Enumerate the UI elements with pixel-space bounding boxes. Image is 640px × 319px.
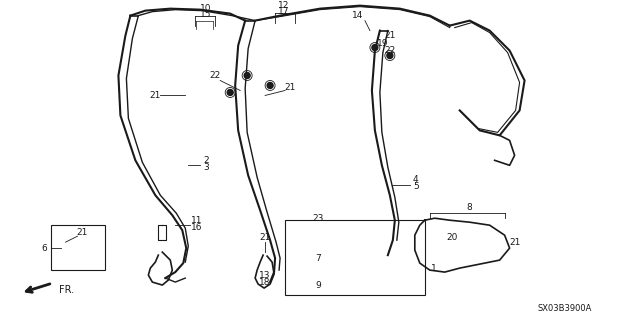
- Text: 14: 14: [352, 11, 364, 20]
- Bar: [285, 220, 425, 295]
- Circle shape: [372, 45, 378, 50]
- Text: 7: 7: [315, 254, 321, 263]
- Text: 3: 3: [204, 163, 209, 172]
- Text: 21: 21: [384, 31, 396, 40]
- Circle shape: [267, 83, 273, 88]
- Text: 6: 6: [42, 244, 47, 253]
- Text: 1: 1: [431, 263, 436, 273]
- Text: FR.: FR.: [58, 285, 74, 295]
- Text: 15: 15: [200, 10, 211, 19]
- Text: 2: 2: [204, 156, 209, 165]
- Circle shape: [244, 72, 250, 78]
- Bar: [51, 225, 106, 270]
- Text: 11: 11: [191, 216, 202, 225]
- Text: 21: 21: [284, 83, 296, 92]
- Text: 17: 17: [278, 7, 290, 16]
- Text: 10: 10: [200, 4, 211, 13]
- Text: 23: 23: [312, 214, 324, 223]
- Text: SX03B3900A: SX03B3900A: [538, 303, 592, 313]
- Text: 9: 9: [315, 281, 321, 290]
- Text: 5: 5: [413, 182, 419, 191]
- Text: 21: 21: [150, 91, 161, 100]
- Text: 12: 12: [278, 1, 290, 10]
- Text: 20: 20: [446, 233, 458, 242]
- Text: 22: 22: [209, 71, 221, 80]
- Circle shape: [227, 89, 233, 95]
- Text: 4: 4: [413, 175, 419, 184]
- Text: 21: 21: [77, 228, 88, 237]
- Text: 21: 21: [509, 238, 520, 247]
- Text: 18: 18: [259, 278, 271, 286]
- Text: 13: 13: [259, 271, 271, 279]
- Text: 21: 21: [259, 233, 271, 242]
- Text: 16: 16: [191, 223, 202, 232]
- Circle shape: [387, 53, 393, 58]
- Text: 22: 22: [384, 46, 396, 55]
- Text: 8: 8: [467, 203, 472, 212]
- Text: 19: 19: [377, 39, 388, 48]
